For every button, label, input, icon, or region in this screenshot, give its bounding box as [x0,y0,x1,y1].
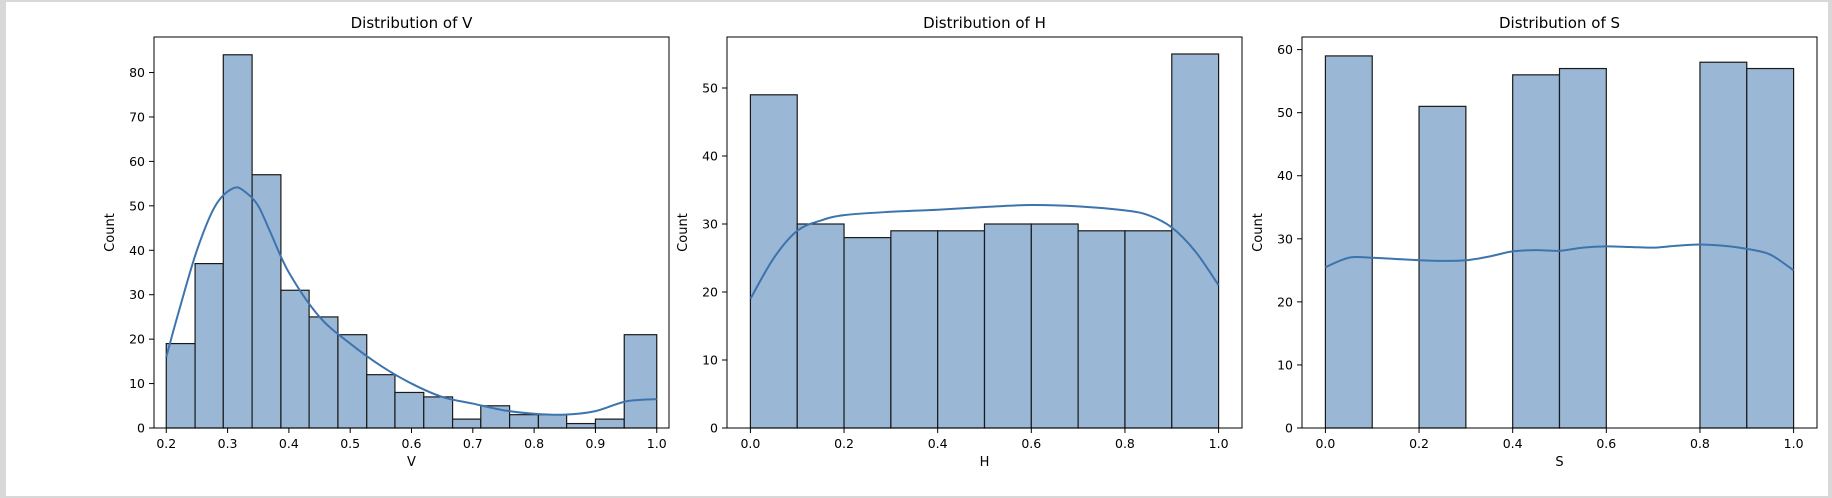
y-axis-label: Count [676,213,691,252]
y-tick-label: 10 [129,376,145,391]
y-tick-label: 30 [1277,231,1293,246]
y-tick-label: 60 [1277,42,1293,57]
y-tick-label: 40 [129,243,145,258]
histogram-bar [623,334,658,429]
x-tick-label: 0.8 [1690,436,1710,451]
histogram-bar [843,237,892,429]
histogram-bar [308,316,339,429]
histogram-bar [890,230,939,429]
x-tick-label: 0.0 [1315,436,1335,451]
histogram-bar [251,174,282,429]
x-tick-label: 1.0 [647,436,667,451]
x-tick-label: 0.8 [1115,436,1135,451]
histogram-bar [749,94,798,429]
x-tick-label: 0.2 [156,436,176,451]
histogram-bar [165,342,196,429]
histogram-bar [508,414,540,429]
chart-title: Distribution of V [351,14,474,32]
histogram-bar [1171,53,1220,429]
y-axis-label: Count [103,213,118,252]
histogram-bar [222,54,253,429]
axes-frame [1301,36,1818,429]
figure: 0.2 0.3 0.4 0.5 0.6 0.7 0.8 0.9 1.0 0 10 20 30 40 50 60… [6,2,1828,496]
y-tick-label: 60 [129,154,145,169]
y-axis-label: Count [1251,213,1266,252]
y-tick-label: 50 [129,198,145,213]
x-axis-label: S [1555,455,1563,470]
y-tick-label: 0 [710,421,718,436]
histogram-bar [537,414,568,429]
y-tick-label: 80 [129,65,145,80]
y-tick-label: 40 [1277,168,1293,183]
x-tick-label: 0.7 [463,436,483,451]
x-tick-label: 0.8 [524,436,544,451]
chart-title: Distribution of S [1499,14,1620,32]
kde-line [165,186,657,416]
histogram-bar [983,223,1032,429]
y-tick-label: 20 [129,332,145,347]
histogram-bar [451,418,482,429]
x-axis-label: V [407,455,416,470]
y-tick-label: 0 [137,421,145,436]
y-tick-label: 50 [702,81,718,96]
histogram-bar [280,289,310,429]
histogram-bar [1124,230,1173,429]
histogram-bar [566,422,597,429]
x-tick-label: 1.0 [1209,436,1229,451]
histogram-bar [1324,55,1373,429]
x-tick-label: 0.4 [1503,436,1523,451]
x-tick-label: 1.0 [1784,436,1804,451]
histogram-bar [796,223,845,429]
histogram-bar [1746,67,1795,429]
kde-line [749,203,1220,300]
histogram-bar [394,391,425,429]
axes-frame [726,36,1243,429]
x-tick-label: 0.6 [402,436,422,451]
histogram-bar [1077,230,1126,429]
x-axis-label: H [980,455,990,470]
y-tick-label: 40 [702,149,718,164]
histogram-bar [366,374,396,429]
subplot-1: 0.2 0.3 0.4 0.5 0.6 0.7 0.8 0.9 1.0 0 10 20 30 40 50 60… [103,14,670,470]
x-tick-label: 0.0 [740,436,760,451]
y-tick-label: 10 [1277,357,1293,372]
histogram-figure: 0.2 0.3 0.4 0.5 0.6 0.7 0.8 0.9 1.0 0 10 20 30 40 50 60… [103,14,1818,470]
y-tick-label: 10 [702,353,718,368]
x-tick-label: 0.4 [279,436,299,451]
x-tick-label: 0.5 [340,436,360,451]
x-tick-label: 0.4 [928,436,948,451]
histogram-bar [194,263,224,429]
x-tick-label: 0.2 [834,436,854,451]
x-tick-label: 0.9 [585,436,605,451]
x-tick-label: 0.6 [1596,436,1616,451]
histogram-bar [337,334,368,429]
subplot-2: 0.0 0.2 0.4 0.6 0.8 1.0 0 10 20 30 40 50 Distributio… [676,14,1243,470]
y-tick-label: 70 [129,109,145,124]
x-tick-label: 0.2 [1409,436,1429,451]
histogram-bar [423,396,454,429]
histogram-bar [1418,105,1467,429]
histogram-bar [1030,223,1079,429]
y-tick-label: 20 [1277,294,1293,309]
histogram-bar [937,230,986,429]
y-tick-label: 20 [702,285,718,300]
y-tick-label: 30 [702,217,718,232]
y-tick-label: 0 [1285,421,1293,436]
kde-line [1325,243,1795,272]
histogram-bar [594,418,625,429]
x-tick-label: 0.3 [218,436,238,451]
x-tick-label: 0.6 [1021,436,1041,451]
subplot-3: 0.0 0.2 0.4 0.6 0.8 1.0 0 10 20 30 40 50 60 Distribut… [1251,14,1818,470]
y-tick-label: 50 [1277,105,1293,120]
chart-title: Distribution of H [923,14,1046,32]
y-tick-label: 30 [129,287,145,302]
